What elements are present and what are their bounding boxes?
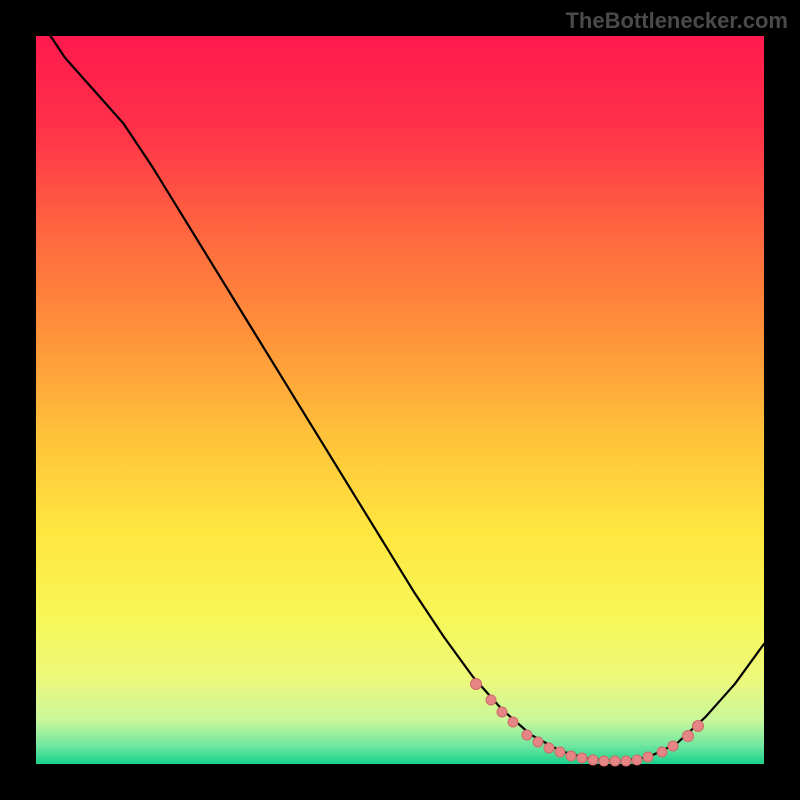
- chart-marker: [577, 753, 588, 764]
- chart-marker: [631, 754, 642, 765]
- chart-marker: [555, 747, 566, 758]
- chart-marker: [522, 729, 533, 740]
- chart-marker: [587, 754, 598, 765]
- chart-marker: [668, 740, 679, 751]
- chart-plot-area: [36, 36, 764, 764]
- chart-marker: [566, 750, 577, 761]
- chart-marker: [692, 720, 704, 732]
- chart-marker: [496, 706, 507, 717]
- chart-marker: [620, 755, 631, 766]
- chart-markers-layer: [36, 36, 764, 764]
- chart-marker: [470, 678, 482, 690]
- chart-marker: [544, 742, 555, 753]
- watermark-text: TheBottlenecker.com: [565, 8, 788, 34]
- chart-marker: [533, 737, 544, 748]
- chart-marker: [598, 755, 609, 766]
- chart-marker: [657, 746, 668, 757]
- chart-marker: [642, 752, 653, 763]
- chart-marker: [682, 730, 694, 742]
- chart-marker: [609, 756, 620, 767]
- chart-marker: [486, 694, 497, 705]
- chart-marker: [507, 716, 518, 727]
